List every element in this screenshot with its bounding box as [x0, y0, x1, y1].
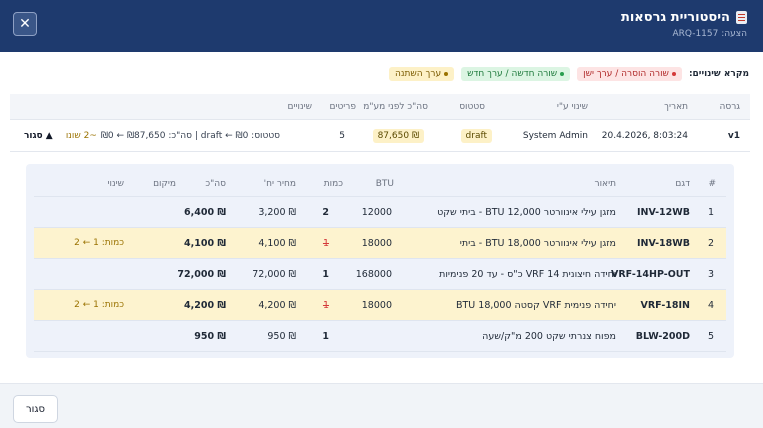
col-date: תאריך [664, 101, 688, 112]
modal-header: היסטוריית גרסאות הצעה: ARQ-1157 ✕ [0, 0, 763, 52]
row-line-total: ₪ 4,200 [184, 299, 226, 311]
row-qty: 2 [322, 206, 329, 218]
red-dot-icon [671, 72, 676, 76]
version-row[interactable]: v1 20.4.2026, 8:03:24 System Admin draft… [10, 120, 750, 152]
collapse-toggle[interactable]: ▲ סגור [24, 130, 53, 141]
row-qty: 1 [322, 330, 329, 342]
row-model: INV-18WB [636, 237, 690, 249]
row-line-total: ₪ 4,100 [184, 237, 226, 249]
row-btu: 18000 [361, 237, 392, 249]
row-description: יחידה חיצונית VRF 14 כ"ס - עד 20 פנימיות [439, 268, 616, 280]
col-model: דגם [675, 178, 690, 189]
legend-title: מקרא שינויים: [688, 69, 749, 79]
col-version: גרסה [719, 101, 740, 112]
version-date: 20.4.2026, 8:03:24 [601, 130, 688, 141]
row-index: 1 [707, 206, 714, 218]
version-by: System Admin [522, 130, 588, 141]
row-old-qty: 1 [322, 299, 329, 311]
col-location: מיקום [153, 178, 176, 189]
close-icon[interactable]: ✕ [13, 12, 37, 36]
col-change: שינוי [107, 178, 124, 189]
row-line-total: ₪ 950 [194, 330, 226, 342]
versions-table-header: גרסה תאריך שינוי ע"י סטטוס סה"כ לפני מע"… [10, 94, 750, 120]
status-badge: draft [460, 128, 492, 143]
close-button[interactable]: סגור [13, 395, 58, 423]
row-model: BLW-200D [635, 330, 690, 342]
row-unit-price: ₪ 950 [267, 330, 296, 342]
col-by: שינוי ע"י [556, 101, 588, 112]
row-index: 3 [707, 268, 714, 280]
modal-title-text: היסטוריית גרסאות [620, 10, 730, 25]
row-model: VRF-18IN [640, 299, 690, 311]
row-description: מזגן עילי אינוורטר BTU 12,000 - ביתי שקט [437, 206, 616, 218]
modal-subtitle: הצעה: ARQ-1157 [672, 29, 747, 39]
row-unit-price: ₪ 3,200 [258, 206, 296, 218]
changes-count: ~2 שונו [65, 130, 97, 141]
legend-removed-label: שורה הוסרה / ערך ישן [583, 69, 669, 79]
items-table-header: # דגם תיאור BTU כמות מחיר יח' סה"כ מיקום… [34, 171, 726, 197]
row-unit-price: ₪ 4,100 [258, 237, 296, 249]
table-row: 3 VRF-14HP-OUT יחידה חיצונית VRF 14 כ"ס - … [34, 259, 726, 290]
row-description: יחידה פנימית VRF קסטה BTU 18,000 [455, 299, 616, 311]
row-change: כמות: 1 ← 2 [74, 238, 124, 248]
row-model: INV-12WB [636, 206, 690, 218]
col-qty: כמות [323, 178, 343, 189]
row-description: מזגן עילי אינוורטר BTU 18,000 - ביתי [459, 237, 616, 249]
row-index: 2 [707, 237, 714, 249]
col-items: פריטים [329, 101, 356, 112]
modal-title-wrap: היסטוריית גרסאות הצעה: ARQ-1157 [621, 10, 747, 39]
row-unit-price: ₪ 72,000 [252, 268, 296, 280]
changes-summary: סטטוס: draft ← ₪0 | סה"כ: ₪87,650 ← ₪0 ~… [66, 120, 280, 151]
table-row: 1 INV-12WB מזגן עילי אינוורטר BTU 12,000 -… [34, 197, 726, 228]
col-desc: תיאור [594, 178, 616, 189]
row-unit-price: ₪ 4,200 [258, 299, 296, 311]
legend-added-label: שורה חדשה / ערך חדש [467, 69, 558, 79]
row-old-qty: 1 [322, 237, 329, 249]
row-change: כמות: 1 ← 2 [74, 300, 124, 310]
table-row: 2 INV-18WB מזגן עילי אינוורטר BTU 18,000 -… [34, 228, 726, 259]
table-row: 4 VRF-18IN יחידה פנימית VRF קסטה BTU 18,00… [34, 290, 726, 321]
col-total: סה"כ לפני מע"מ [363, 101, 428, 112]
modal-title: היסטוריית גרסאות [621, 10, 747, 25]
row-line-total: ₪ 72,000 [177, 268, 226, 280]
row-line-total: ₪ 6,400 [184, 206, 226, 218]
row-qty: 1 [322, 268, 329, 280]
green-dot-icon [560, 72, 565, 76]
legend-removed: שורה הוסרה / ערך ישן [577, 67, 682, 81]
row-index: 4 [707, 299, 714, 311]
row-description: מפוח צנרתי שקט 200 מ"ק/שעה [482, 330, 616, 342]
col-changes: שינויים [287, 101, 312, 112]
clipboard-icon [736, 11, 747, 24]
col-btu: BTU [375, 178, 394, 189]
legend-added: שורה חדשה / ערך חדש [461, 67, 571, 81]
row-index: 5 [707, 330, 714, 342]
legend-changed-label: ערך השתנה [395, 69, 442, 79]
changes-text: סטטוס: draft ← ₪0 | סה"כ: ₪87,650 ← ₪0 [100, 130, 280, 141]
legend: מקרא שינויים: שורה הוסרה / ערך ישן שורה … [389, 67, 749, 81]
col-status: סטטוס [459, 101, 485, 112]
row-model: VRF-14HP-OUT [611, 268, 690, 280]
items-panel: # דגם תיאור BTU כמות מחיר יח' סה"כ מיקום… [26, 164, 734, 358]
version-number: v1 [727, 130, 740, 141]
table-row: 5 BLW-200D מפוח צנרתי שקט 200 מ"ק/שעה 1 ₪ 95… [34, 321, 726, 352]
total-badge: ₪ 87,650 [372, 128, 424, 143]
row-btu: 18000 [361, 299, 392, 311]
version-items: 5 [339, 130, 345, 141]
yellow-dot-icon [444, 72, 449, 76]
col-line-total: סה"כ [205, 178, 226, 189]
modal-footer: סגור [0, 383, 763, 428]
modal-body: מקרא שינויים: שורה הוסרה / ערך ישן שורה … [0, 52, 763, 383]
col-unit-price: מחיר יח' [263, 178, 296, 189]
col-index: # [708, 178, 716, 189]
legend-changed: ערך השתנה [389, 67, 455, 81]
row-btu: 168000 [355, 268, 392, 280]
row-btu: 12000 [361, 206, 392, 218]
